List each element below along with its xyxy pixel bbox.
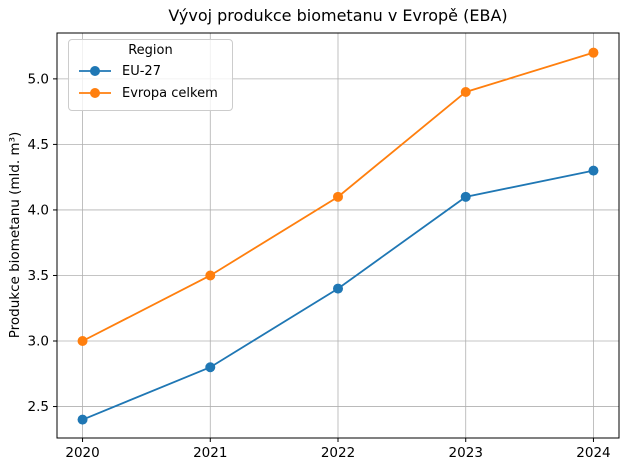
y-tick-label: 4.0 [28,202,49,218]
y-tick-label: 5.0 [28,71,49,87]
y-tick-label: 3.5 [28,268,49,284]
y-axis-label: Produkce biometanu (mld. m³) [7,131,23,339]
legend-line-marker-icon [79,66,111,76]
data-point-marker [588,47,599,58]
data-point-marker [460,86,471,97]
legend-title: Region [128,43,173,58]
x-tick-label: 2020 [65,445,99,461]
y-tick-label: 4.5 [28,137,49,153]
x-tick-label: 2023 [449,445,483,461]
data-point-marker [77,414,88,425]
y-tick-label: 2.5 [28,399,49,415]
data-point-marker [205,270,216,281]
y-tick-label: 3.0 [28,334,49,350]
x-tick-label: 2022 [321,445,355,461]
data-point-marker [588,165,599,176]
x-tick-label: 2021 [193,445,227,461]
data-point-marker [333,191,343,202]
chart-title: Vývoj produkce biometanu v Evropě (EBA) [168,6,508,25]
data-point-marker [460,191,471,202]
data-point-marker [333,283,343,294]
data-point-marker [77,336,88,347]
legend-item-label: EU-27 [122,63,161,79]
legend-items: EU-27 Evropa celkem [77,60,224,104]
legend-item-label: Evropa celkem [122,85,218,101]
x-tick-label: 2024 [576,445,610,461]
legend-item: Evropa celkem [77,82,224,104]
legend-item: EU-27 [77,60,224,82]
legend-line-marker-icon [79,88,111,98]
legend: Region EU-27 Evropa celkem [68,39,233,111]
data-point-marker [205,362,216,373]
